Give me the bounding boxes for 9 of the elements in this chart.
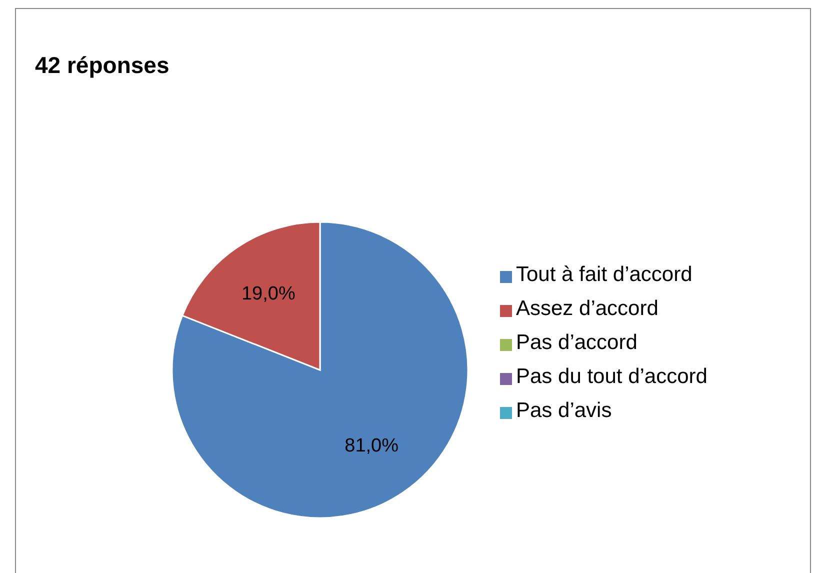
legend-label: Assez d’accord — [516, 297, 658, 320]
pie-slice — [171, 221, 469, 519]
legend-label: Pas du tout d’accord — [516, 365, 708, 388]
data-label: 19,0% — [241, 284, 296, 305]
legend-label: Pas d’avis — [516, 399, 612, 422]
legend-label: Pas d’accord — [516, 331, 638, 354]
chart-title: 42 réponses — [35, 52, 170, 79]
data-label: 81,0% — [344, 435, 399, 456]
legend-label: Tout à fait d’accord — [516, 263, 692, 286]
